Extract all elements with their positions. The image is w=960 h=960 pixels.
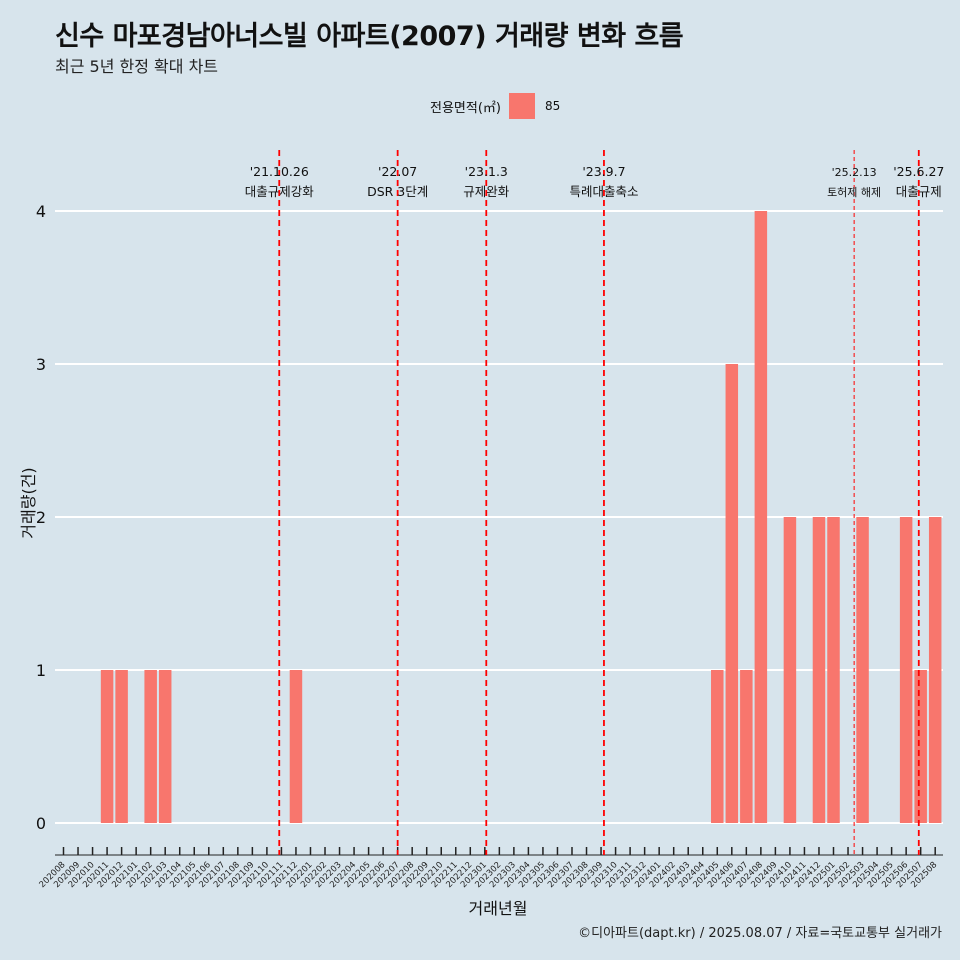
chart-subtitle: 최근 5년 한정 확대 차트 (55, 57, 219, 76)
bar (783, 517, 797, 823)
bar (711, 670, 724, 823)
event-text-label: 토허제 해제 (827, 185, 881, 199)
y-tick-label: 0 (36, 814, 46, 833)
bar (827, 517, 840, 823)
y-tick-label: 1 (36, 661, 46, 680)
x-axis-title: 거래년월 (469, 899, 528, 918)
event-text-label: 특례대출축소 (569, 184, 638, 199)
event-text-label: 대출규제강화 (245, 184, 315, 199)
legend: 전용면적(㎡) 85 (430, 93, 560, 119)
bar (928, 517, 942, 823)
event-text-label: DSR 3단계 (367, 184, 428, 199)
bar (740, 670, 753, 823)
y-tick-label: 3 (36, 355, 46, 374)
event-date-label: '25.6.27 (893, 164, 944, 179)
bar (725, 364, 739, 823)
y-axis-title: 거래량(건) (19, 467, 38, 538)
event-date-label: '21.10.26 (250, 164, 309, 179)
bar (856, 517, 869, 823)
y-tick-label: 2 (36, 508, 46, 527)
bar (289, 670, 303, 823)
bar (144, 670, 157, 823)
bar (158, 670, 172, 823)
legend-title: 전용면적(㎡) (430, 100, 501, 116)
bar (914, 670, 927, 823)
event-text-label: 대출규제 (896, 184, 942, 199)
chart-title: 신수 마포경남아너스빌 아파트(2007) 거래량 변화 흐름 (55, 21, 684, 52)
event-date-label: '25.2.13 (832, 166, 877, 179)
bar (754, 211, 768, 823)
legend-label: 85 (544, 99, 561, 113)
event-date-label: '22.07 (378, 164, 417, 179)
event-date-label: '23.9.7 (582, 164, 625, 179)
bar (812, 517, 826, 823)
y-tick-label: 4 (36, 202, 46, 221)
event-text-label: 규제완화 (463, 184, 510, 199)
event-date-label: '23.1.3 (465, 164, 508, 179)
bar (115, 670, 128, 823)
source-caption: ©디아파트(dapt.kr) / 2025.08.07 / 자료=국토교통부 실… (578, 926, 942, 941)
bar (100, 670, 114, 823)
legend-swatch (508, 93, 535, 119)
bar (899, 517, 913, 823)
